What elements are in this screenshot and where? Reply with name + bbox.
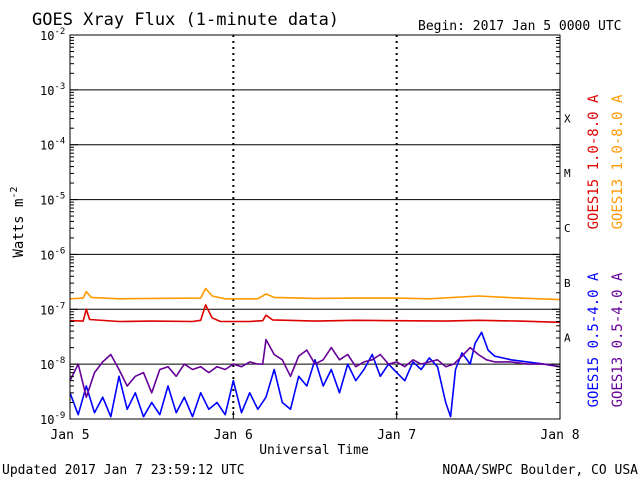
y-tick-label-exponent: -2 (54, 27, 65, 37)
updated-timestamp: Updated 2017 Jan 7 23:59:12 UTC (2, 463, 245, 478)
y-tick-label: 10-2 (40, 27, 65, 43)
y-tick-label-base: 10 (40, 358, 54, 372)
y-tick-label-exponent: -9 (54, 411, 65, 421)
y-tick-label-base: 10 (40, 29, 54, 43)
y-tick-label-base: 10 (40, 84, 54, 98)
plot-frame (69, 34, 561, 420)
y-tick-label: 10-6 (40, 246, 65, 262)
y-tick-label-base: 10 (40, 303, 54, 317)
series-line-1 (69, 304, 561, 324)
flare-class-label: M (564, 167, 571, 180)
chart-title: GOES Xray Flux (1-minute data) (32, 10, 339, 30)
y-tick-label-base: 10 (40, 248, 54, 262)
legend-entry-3: GOES15 0.5-4.0 A (586, 272, 602, 407)
y-axis-ticks: 10-210-310-410-510-610-710-810-9 (40, 27, 560, 427)
flare-class-label: B (564, 277, 571, 290)
legend-entry-1: GOES15 1.0-8.0 A (586, 94, 602, 229)
series-layer (69, 287, 561, 418)
begin-time-label: Begin: 2017 Jan 5 0000 UTC (418, 19, 622, 34)
y-tick-label: 10-8 (40, 356, 65, 372)
x-axis-ticks: Jan 5 Jan 6 Jan 7 Jan 8 (50, 411, 580, 443)
y-tick-label-base: 10 (40, 413, 54, 427)
y-tick-label-exponent: -8 (54, 356, 65, 366)
series-line-3 (69, 331, 561, 418)
flare-class-labels: X M C B A (564, 112, 571, 344)
x-tick-label: Jan 5 (50, 428, 89, 443)
y-axis-label: Watts m-2 (9, 186, 27, 257)
y-tick-label: 10-7 (40, 301, 65, 317)
x-tick-label: Jan 8 (540, 428, 579, 443)
y-tick-label-exponent: -6 (54, 246, 65, 256)
y-tick-label: 10-3 (40, 82, 65, 98)
y-tick-label-exponent: -3 (54, 82, 65, 92)
legend-entry-4: GOES13 0.5-4.0 A (610, 272, 626, 407)
data-source-credit: NOAA/SWPC Boulder, CO USA (442, 463, 638, 478)
legend: GOES15 1.0-8.0 A GOES13 1.0-8.0 A GOES15 0… (586, 94, 626, 407)
y-axis-label-text: Watts m (11, 199, 27, 258)
y-tick-label: 10-4 (40, 137, 65, 153)
y-tick-label-exponent: -5 (54, 192, 65, 202)
flare-class-label: C (564, 222, 571, 235)
x-tick-label: Jan 6 (214, 428, 253, 443)
series-line-2 (69, 287, 561, 301)
y-tick-label-exponent: -7 (54, 301, 65, 311)
x-tick-label: Jan 7 (377, 428, 416, 443)
x-axis-label: Universal Time (259, 443, 369, 458)
y-axis-label-exponent: -2 (9, 186, 20, 198)
flare-class-label: X (564, 112, 571, 125)
y-tick-label-base: 10 (40, 139, 54, 153)
flare-class-label: A (564, 332, 571, 345)
series-line-4 (69, 338, 561, 399)
y-tick-label: 10-5 (40, 192, 65, 208)
y-tick-label-base: 10 (40, 194, 54, 208)
legend-entry-2: GOES13 1.0-8.0 A (610, 94, 626, 229)
y-tick-label: 10-9 (40, 411, 65, 427)
y-tick-label-exponent: -4 (54, 137, 65, 147)
